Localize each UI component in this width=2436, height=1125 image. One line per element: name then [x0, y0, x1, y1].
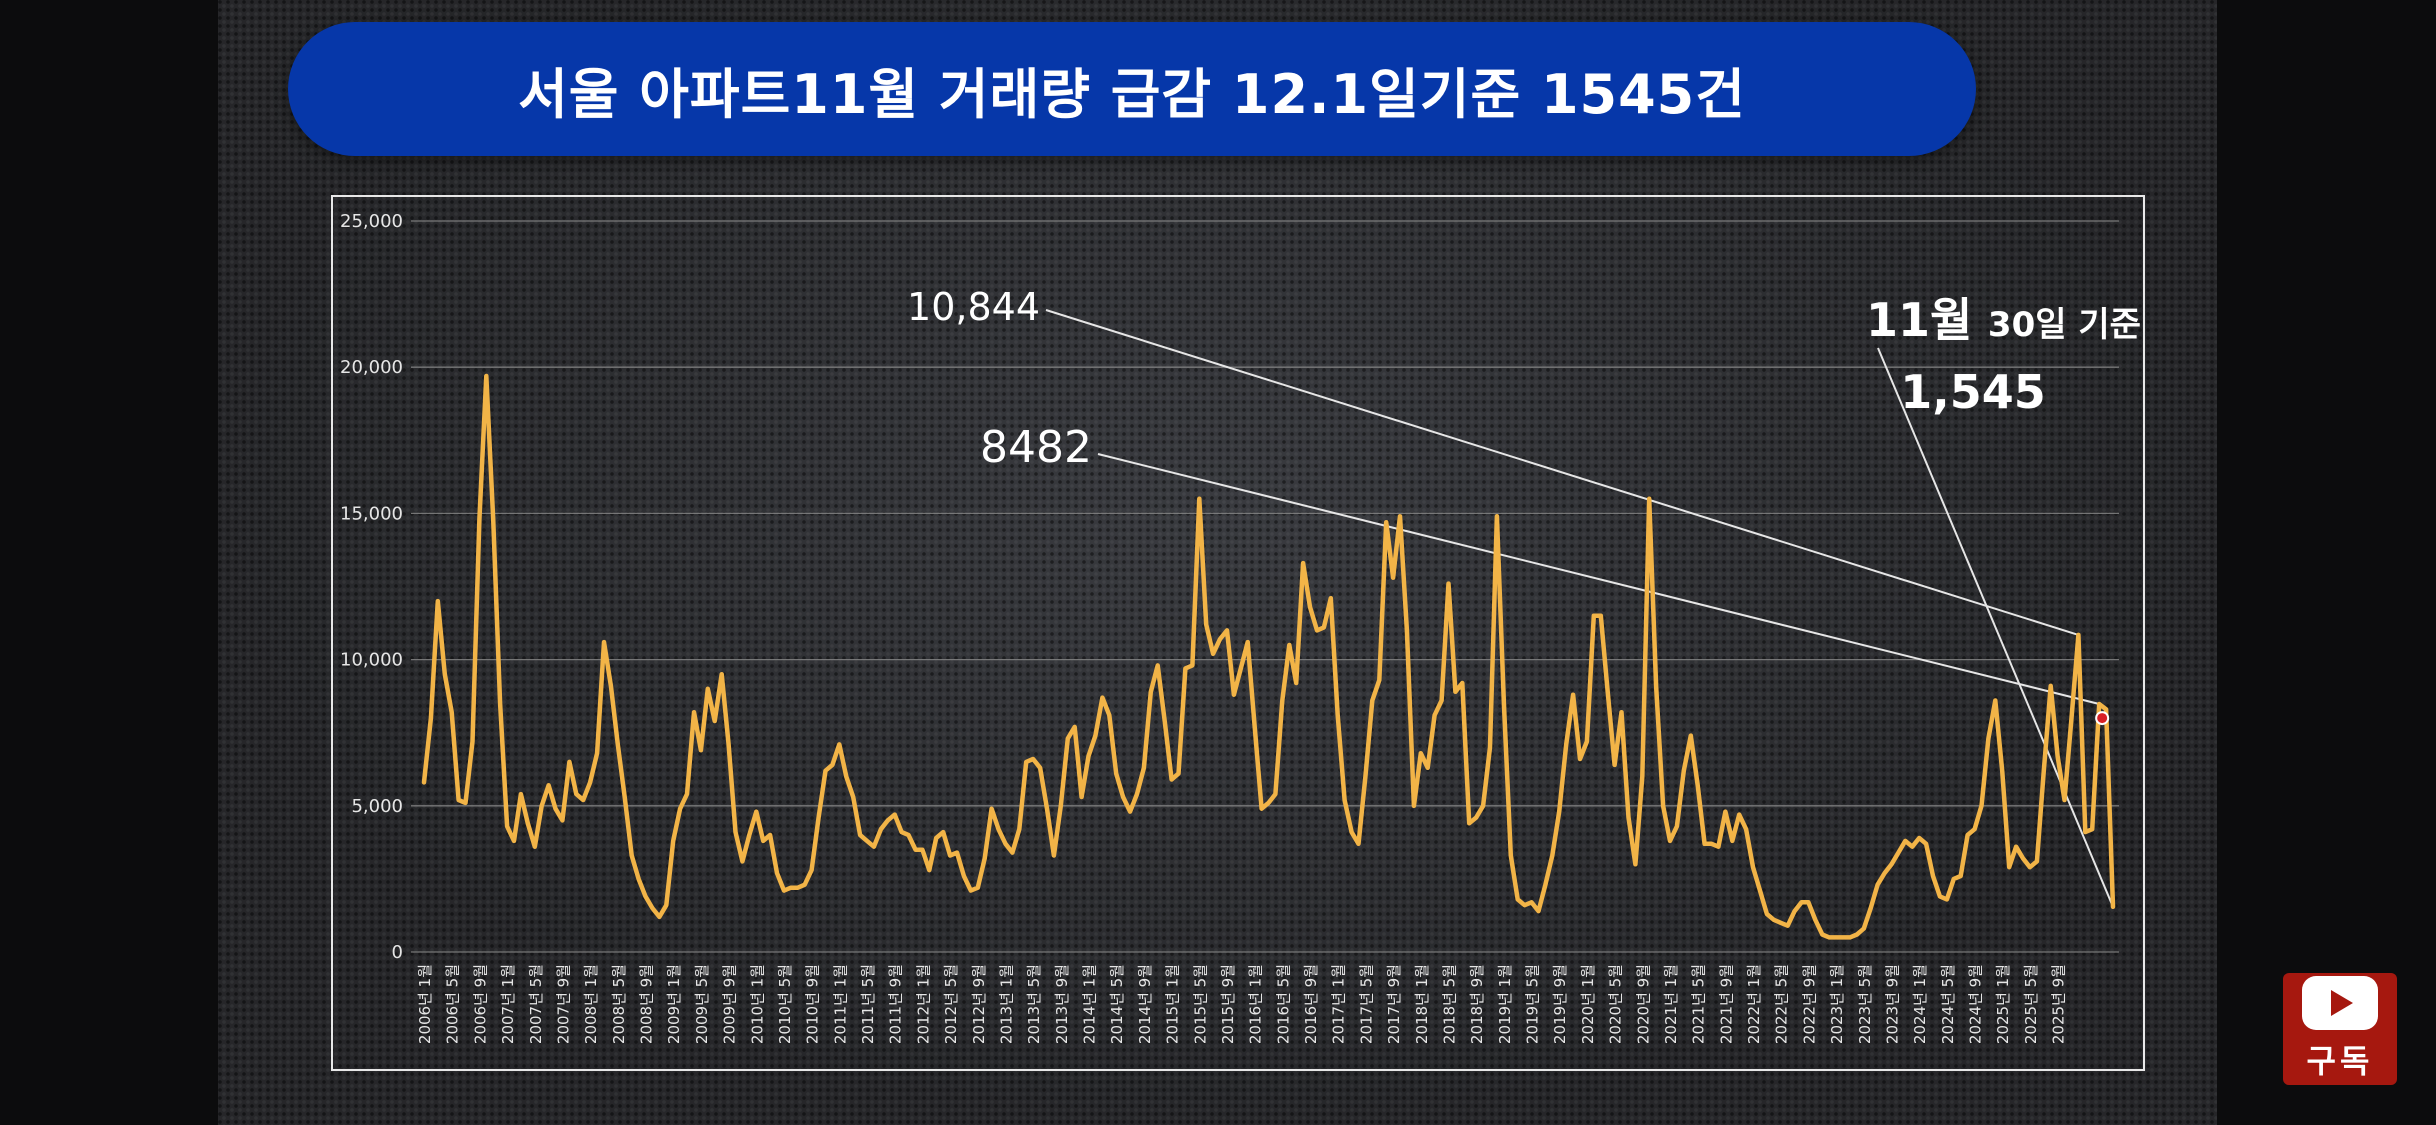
x-tick-label: 2008년 9월	[638, 964, 656, 1044]
x-axis-ticks: 2006년 1월 2006년 5월 2006년 9월 2007년 1월 2007년 5월…	[416, 964, 2068, 1044]
x-tick-label: 2024년 5월	[1939, 964, 1957, 1044]
x-tick-label: 2021년 5월	[1690, 964, 1708, 1044]
annotation-latest-prefix: 11월	[1866, 293, 1972, 347]
x-tick-label: 2019년 5월	[1524, 964, 1542, 1044]
x-tick-label: 2011년 1월	[831, 964, 849, 1044]
x-tick-label: 2017년 5월	[1357, 964, 1375, 1044]
annotation-latest-heading: 11월 30일 기준	[1866, 293, 2141, 347]
x-tick-label: 2021년 1월	[1662, 964, 1680, 1044]
y-tick-label: 10,000	[340, 650, 403, 671]
x-tick-label: 2010년 1월	[748, 964, 766, 1044]
x-tick-label: 2019년 9월	[1551, 964, 1569, 1044]
x-tick-label: 2012년 9월	[970, 964, 988, 1044]
x-tick-label: 2010년 5월	[776, 964, 794, 1044]
x-tick-label: 2006년 9월	[471, 964, 489, 1044]
x-tick-label: 2020년 5월	[1607, 964, 1625, 1044]
x-tick-label: 2009년 9월	[721, 964, 739, 1044]
x-tick-label: 2018년 5월	[1440, 964, 1458, 1044]
x-tick-label: 2009년 1월	[665, 964, 683, 1044]
x-tick-label: 2013년 5월	[1025, 964, 1043, 1044]
x-tick-label: 2016년 1월	[1247, 964, 1265, 1044]
x-tick-label: 2019년 1월	[1496, 964, 1514, 1044]
y-tick-label: 20,000	[340, 357, 403, 378]
annotation-second-label: 8482	[980, 422, 1092, 473]
y-tick-label: 25,000	[340, 211, 403, 232]
x-tick-label: 2024년 1월	[1911, 964, 1929, 1044]
x-tick-label: 2013년 1월	[997, 964, 1015, 1044]
annotation-line-peak	[1045, 309, 2079, 636]
series-layer	[421, 373, 2116, 940]
x-tick-label: 2013년 9월	[1053, 964, 1071, 1044]
x-tick-label: 2018년 9월	[1468, 964, 1486, 1044]
x-tick-label: 2016년 5월	[1274, 964, 1292, 1044]
x-tick-label: 2022년 5월	[1773, 964, 1791, 1044]
x-tick-label: 2015년 5월	[1191, 964, 1209, 1044]
youtube-play-icon	[2302, 976, 2378, 1030]
x-tick-label: 2025년 5월	[2022, 964, 2040, 1044]
annotation-line-latest	[1877, 347, 2114, 908]
x-tick-label: 2015년 1월	[1164, 964, 1182, 1044]
subscribe-button[interactable]: 구독	[2283, 973, 2397, 1085]
x-tick-label: 2014년 1월	[1081, 964, 1099, 1044]
x-tick-label: 2018년 1월	[1413, 964, 1431, 1044]
y-tick-label: 0	[392, 942, 403, 963]
x-tick-label: 2007년 5월	[527, 964, 545, 1044]
annotation-line-second	[1097, 453, 2100, 705]
x-tick-label: 2015년 9월	[1219, 964, 1237, 1044]
subscribe-label: 구독	[2306, 1042, 2374, 1080]
x-tick-label: 2011년 9월	[887, 964, 905, 1044]
x-tick-label: 2008년 5월	[610, 964, 628, 1044]
x-tick-label: 2011년 5월	[859, 964, 877, 1044]
x-tick-label: 2022년 1월	[1745, 964, 1763, 1044]
x-tick-label: 2017년 1월	[1330, 964, 1348, 1044]
x-tick-label: 2007년 1월	[499, 964, 517, 1044]
x-tick-label: 2007년 9월	[554, 964, 572, 1044]
y-axis-ticks: 0 5,000 10,000 15,000 20,000 25,000	[340, 211, 403, 963]
x-tick-label: 2024년 9월	[1967, 964, 1985, 1044]
cursor-marker	[2095, 711, 2110, 726]
annotation-peak-label: 10,844	[907, 285, 1040, 329]
x-tick-label: 2025년 9월	[2050, 964, 2068, 1044]
annotation-latest-suffix: 30일 기준	[1988, 305, 2141, 345]
title-banner: 서울 아파트11월 거래량 급감 12.1일기준 1545건	[288, 22, 1976, 156]
y-tick-label: 5,000	[351, 796, 403, 817]
x-tick-label: 2016년 9월	[1302, 964, 1320, 1044]
x-tick-label: 2006년 5월	[444, 964, 462, 1044]
annotation-lines	[1045, 309, 2114, 908]
x-tick-label: 2023년 9월	[1883, 964, 1901, 1044]
chart-title: 서울 아파트11월 거래량 급감 12.1일기준 1545건	[518, 62, 1746, 126]
y-tick-label: 15,000	[340, 503, 403, 524]
video-frame	[218, 0, 2217, 1125]
x-tick-label: 2014년 9월	[1136, 964, 1154, 1044]
x-tick-label: 2023년 5월	[1856, 964, 1874, 1044]
x-tick-label: 2025년 1월	[1994, 964, 2012, 1044]
x-tick-label: 2010년 9월	[804, 964, 822, 1044]
x-tick-label: 2022년 9월	[1800, 964, 1818, 1044]
annotation-labels: 10,844 8482 11월 30일 기준 1,545	[907, 285, 2141, 473]
x-tick-label: 2023년 1월	[1828, 964, 1846, 1044]
series-line	[421, 373, 2116, 940]
x-tick-label: 2009년 5월	[693, 964, 711, 1044]
x-tick-label: 2020년 9월	[1634, 964, 1652, 1044]
x-tick-label: 2006년 1월	[416, 964, 434, 1044]
x-tick-label: 2008년 1월	[582, 964, 600, 1044]
x-tick-label: 2014년 5월	[1108, 964, 1126, 1044]
x-tick-label: 2012년 1월	[914, 964, 932, 1044]
x-tick-label: 2017년 9월	[1385, 964, 1403, 1044]
chart-frame: 0 5,000 10,000 15,000 20,000 25,000 2006년 1월 2…	[331, 195, 2145, 1071]
grid-layer	[411, 220, 2119, 953]
annotation-latest-value: 1,545	[1900, 365, 2046, 419]
x-tick-label: 2012년 5월	[942, 964, 960, 1044]
x-tick-label: 2020년 1월	[1579, 964, 1597, 1044]
x-tick-label: 2021년 9월	[1717, 964, 1735, 1044]
